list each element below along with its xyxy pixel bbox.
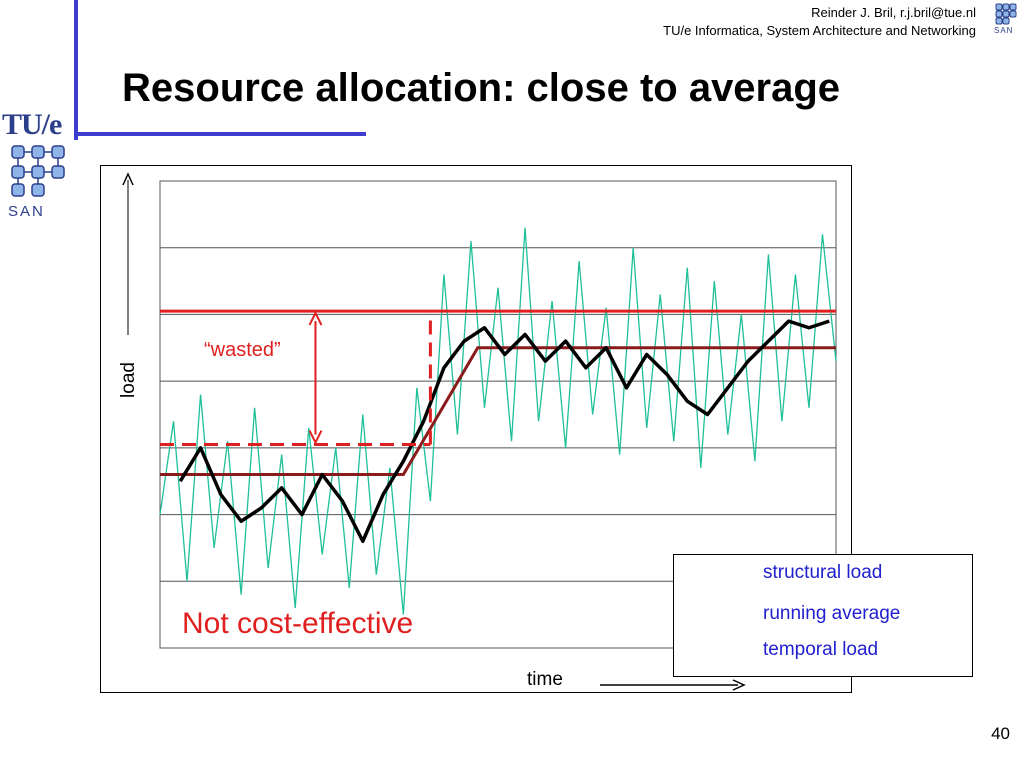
y-axis-label: load [118, 362, 139, 398]
allocation-layer [160, 309, 836, 447]
legend-label-temporal: temporal load [763, 639, 879, 660]
structural-load-line [160, 346, 836, 477]
legend-label-running: running average [763, 603, 901, 624]
header-horizontal-rule [74, 132, 366, 136]
temporal-load-line [159, 227, 837, 615]
san-network-logo-left [11, 145, 65, 197]
structural-load-layer [160, 346, 836, 477]
x-axis-arrow-head [732, 679, 746, 691]
axes-layer [122, 172, 746, 691]
san-logo-label-right: SAN [994, 26, 1014, 35]
chart-frame [100, 165, 852, 693]
page-number: 40 [991, 724, 1010, 743]
running-average-layer [178, 319, 830, 544]
header-vertical-rule [74, 0, 78, 140]
wasted-arrow-head-down [308, 430, 323, 445]
san-logo-label-left: SAN [8, 203, 45, 220]
author-line: Reinder J. Bril, r.j.bril@tue.nl [811, 5, 976, 20]
wasted-annotation: “wasted” [204, 339, 281, 361]
running-average-line [178, 319, 830, 544]
x-axis-label: time [527, 669, 563, 690]
slide-title: Resource allocation: close to average [122, 66, 841, 110]
affiliation-line: TU/e Informatica, System Architecture an… [663, 23, 976, 38]
wasted-arrow-head-up [308, 310, 323, 326]
y-axis-arrow-head [122, 172, 134, 186]
tue-logo: TU/e [2, 108, 62, 141]
temporal-load-layer [159, 227, 837, 615]
not-cost-effective-annotation: Not cost-effective [182, 607, 414, 640]
legend-label-structural: structural load [763, 562, 883, 583]
legend-box [673, 554, 973, 677]
grid-layer [159, 180, 837, 649]
san-network-logo-right [995, 3, 1017, 25]
